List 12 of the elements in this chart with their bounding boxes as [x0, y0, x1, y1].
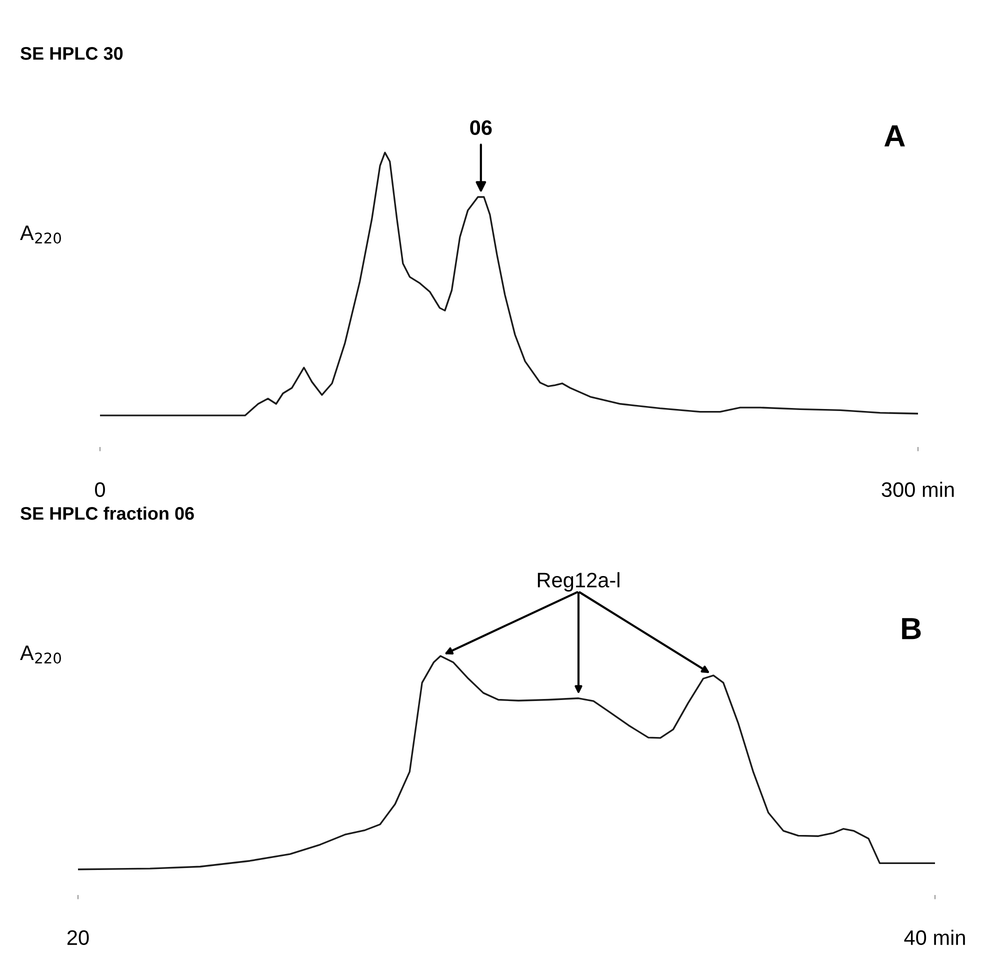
chart-title: SE HPLC fraction 06 [20, 506, 194, 520]
x-tick-label: 300 min [882, 482, 954, 498]
annotation: 06 [470, 120, 492, 136]
chart-title: SE HPLC 30 [20, 47, 123, 60]
x-tick-label: 0 [95, 482, 105, 498]
text: A [884, 125, 905, 146]
x-tick-label: 20 [67, 930, 89, 946]
y-axis-title: A$_{220}$ [20, 226, 61, 244]
annotation: Reg12a-l [538, 572, 620, 592]
x-tick-label: 40 min [904, 930, 965, 946]
text: B [902, 618, 921, 640]
y-axis-title: A$_{220}$ [20, 646, 61, 664]
